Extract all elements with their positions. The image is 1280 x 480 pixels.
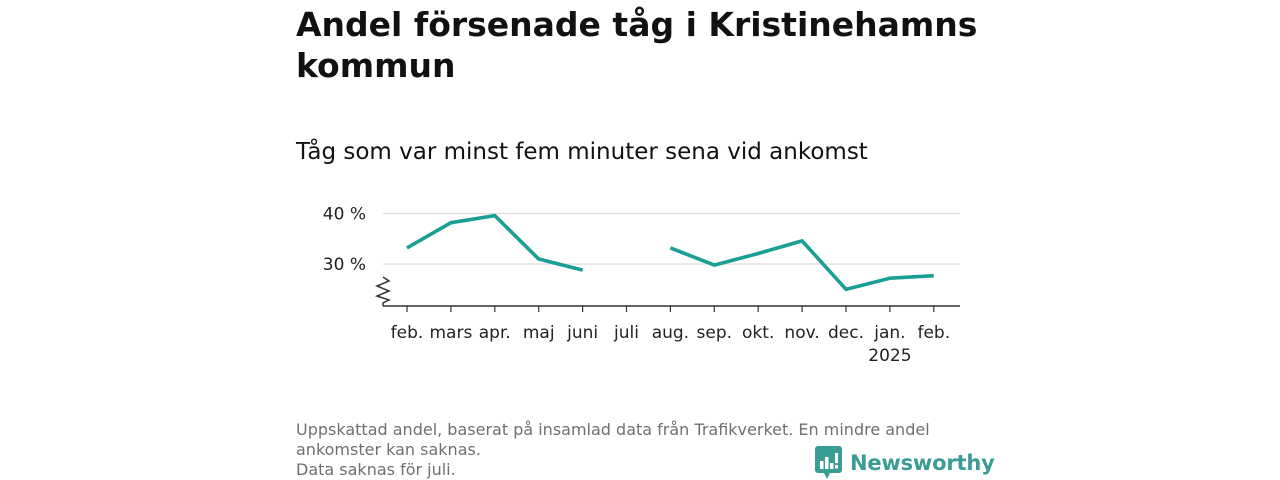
- footer-note: Uppskattad andel, baserat på insamlad da…: [296, 420, 986, 480]
- series: [406, 213, 934, 292]
- x-tick-label: apr.: [479, 323, 511, 343]
- axis-break-icon: [374, 276, 391, 306]
- x-tick-label: maj: [523, 323, 555, 343]
- footer-note-line: Data saknas för juli.: [296, 460, 456, 479]
- gridlines: [383, 212, 960, 265]
- newsworthy-logo-icon: [815, 446, 842, 479]
- x-tick-label: juni: [566, 323, 598, 343]
- x-tick-sublabel: 2025: [868, 346, 911, 366]
- x-tick-label: nov.: [784, 323, 819, 343]
- x-tick-label: okt.: [742, 323, 774, 343]
- x-tick-label: feb.: [917, 323, 950, 343]
- tick-marks: [406, 306, 935, 312]
- x-tick-label: jan.: [873, 323, 905, 343]
- series-line: [669, 239, 934, 292]
- brand-name: Newsworthy: [850, 451, 995, 475]
- x-tick-label: juli: [613, 323, 639, 343]
- series-line: [406, 213, 584, 272]
- chart-subtitle: Tåg som var minst fem minuter sena vid a…: [296, 139, 868, 165]
- footer-note-line: Uppskattad andel, baserat på insamlad da…: [296, 420, 930, 439]
- footer-note-line: ankomster kan saknas.: [296, 440, 481, 459]
- x-tick-label: feb.: [391, 323, 424, 343]
- y-tick-label: 30 %: [323, 255, 366, 275]
- tick-labels: 30 %40 %feb. mars apr. maj juni juli aug. sep. o…: [323, 205, 950, 366]
- x-tick-label: mars: [429, 323, 472, 343]
- x-tick-label: sep.: [697, 323, 733, 343]
- y-tick-label: 40 %: [323, 205, 366, 225]
- newsworthy-brand: Newsworthy: [815, 446, 995, 480]
- x-tick-label: aug.: [652, 323, 689, 343]
- axes: [374, 276, 960, 307]
- x-tick-label: dec.: [828, 323, 864, 343]
- chart-title: Andel försenade tåg i Kristinehamns komm…: [296, 5, 978, 85]
